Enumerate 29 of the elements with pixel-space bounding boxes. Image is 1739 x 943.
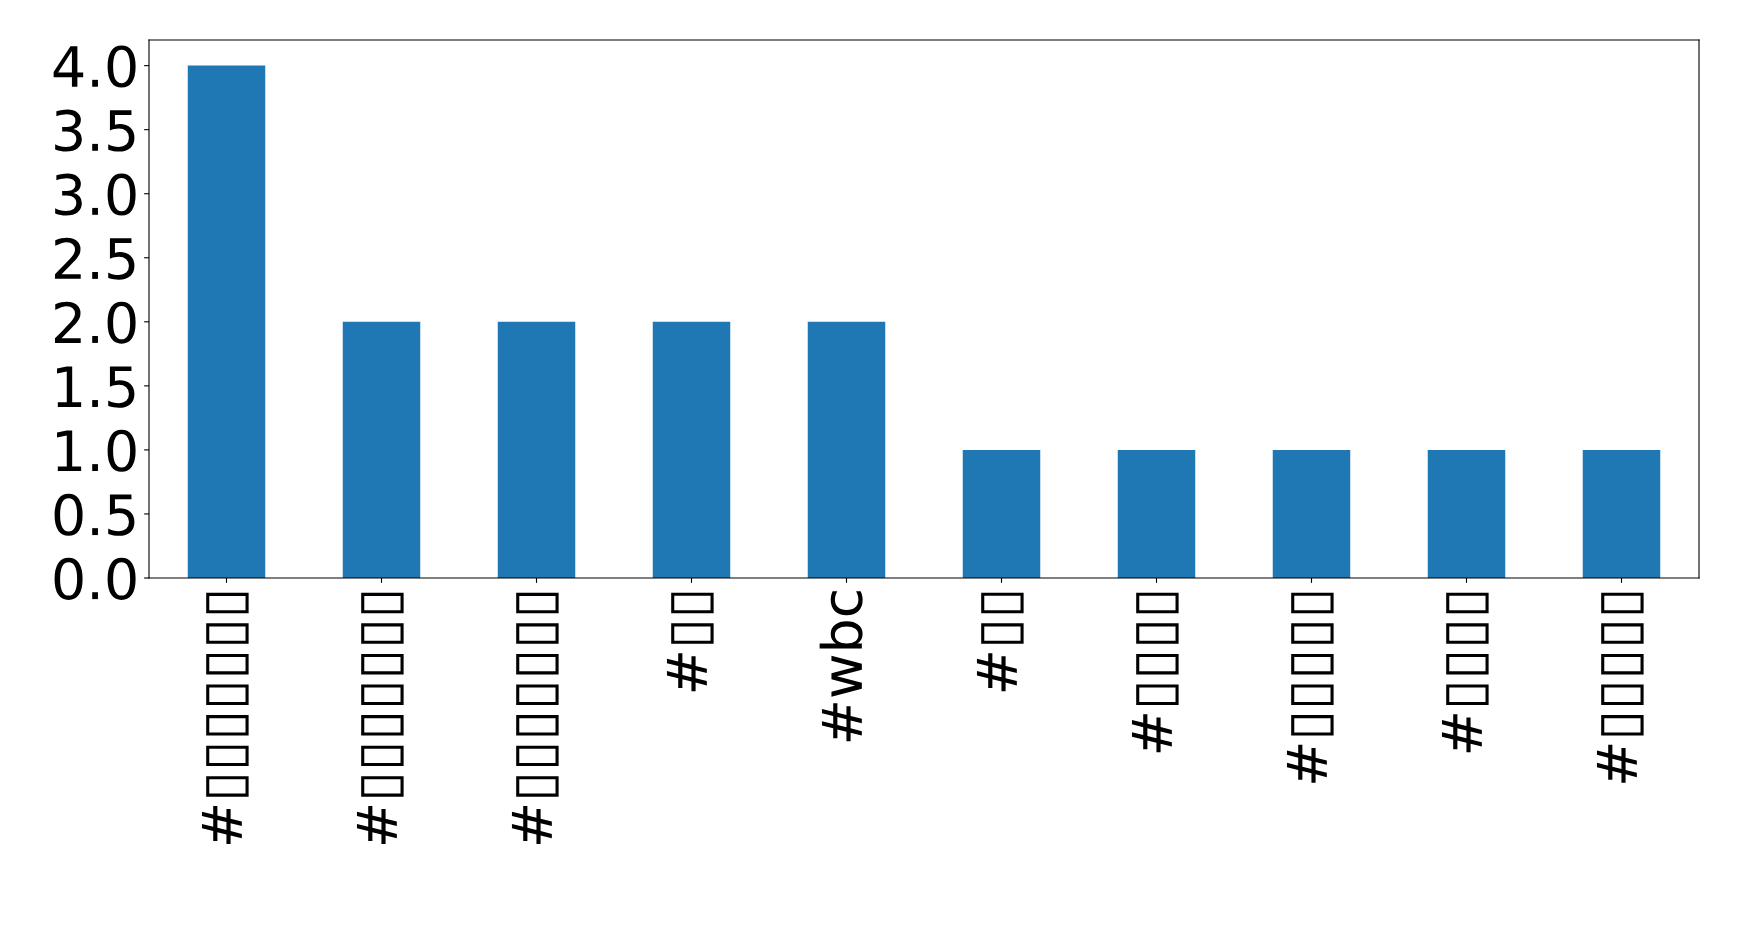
x-tick-label: #▯▯▯▯▯ (1596, 592, 1644, 783)
bar (652, 321, 731, 578)
y-tick-label: 3.0 (55, 173, 136, 216)
x-tick-label: #▯▯▯▯ (1441, 592, 1489, 753)
x-tick-label: #▯▯▯▯▯ (1286, 592, 1334, 783)
y-tick-label: 2.5 (55, 237, 135, 280)
y-tick-label: 1.5 (57, 366, 135, 408)
y-tick-label: 1.0 (57, 429, 136, 472)
bar (497, 321, 576, 578)
bar (187, 65, 266, 578)
bar (962, 449, 1041, 578)
bar (1427, 449, 1506, 578)
y-tick-label: 0.0 (54, 557, 136, 600)
bar (1117, 449, 1196, 578)
bar (1582, 449, 1661, 578)
bar (342, 321, 421, 578)
y-tick-label: 0.5 (54, 493, 135, 536)
x-tick-label: #▯▯▯▯▯▯▯ (511, 592, 559, 844)
x-tick-label: #wbc (819, 591, 863, 742)
x-tick-label: #▯▯ (976, 592, 1024, 692)
x-tick-label: #▯▯▯▯ (1131, 592, 1179, 753)
bar (807, 321, 886, 578)
y-tick-label: 2.0 (55, 301, 136, 344)
x-tick-label: #▯▯ (666, 592, 714, 692)
x-tick-label: #▯▯▯▯▯▯▯ (201, 592, 249, 844)
y-tick-label: 3.5 (55, 109, 135, 152)
x-tick-label: #▯▯▯▯▯▯▯ (356, 592, 404, 844)
y-tick-label: 4.0 (53, 45, 136, 88)
bar (1272, 449, 1351, 578)
